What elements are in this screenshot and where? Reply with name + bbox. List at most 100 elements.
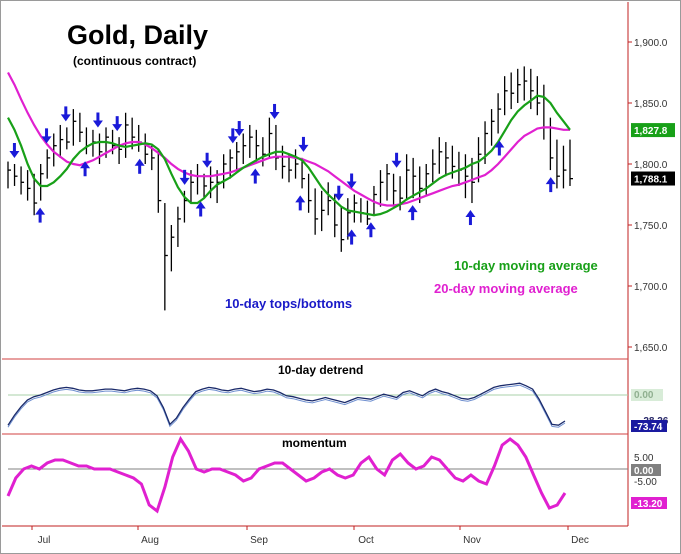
momentum-tag-bg [631,497,667,509]
price-bar [46,149,51,179]
down-arrow-icon [9,143,20,158]
y-tick-label: 1,900.0 [634,38,668,49]
detrend-zero-tag: 0.00 [634,390,654,401]
price-bar [347,198,351,240]
price-bar [517,68,521,103]
price-bar [26,170,31,201]
price-bar [223,154,227,189]
price-bar [275,124,279,171]
detrend-tag: -73.74 [634,422,663,433]
price-bar [20,166,25,195]
price-bar [209,166,214,199]
x-tick-label: Aug [141,535,159,546]
price-bar [262,137,266,167]
price-bar [523,66,528,101]
price-bar [98,133,103,164]
down-arrow-icon [391,152,402,168]
momentum-label: momentum [282,436,347,450]
price-bar [490,109,495,146]
down-arrow-icon [298,136,309,152]
price-bar [405,154,410,201]
price-bar [157,149,162,213]
price-bar [13,164,18,186]
down-arrow-icon [202,152,213,168]
price-bar [151,145,155,171]
price-bar [124,112,129,158]
price-bar [164,203,168,311]
momentum-tick-top: 5.00 [634,453,654,464]
up-arrow-icon [346,229,357,245]
price-bar [340,206,345,252]
up-arrow-icon [365,222,376,238]
x-tick-label: Sep [250,535,268,546]
price-bar [53,133,57,167]
price-bar [301,157,306,189]
price-bar [438,137,443,174]
up-arrow-icon [80,161,91,177]
up-arrow-icon [250,168,261,184]
price-bar [321,190,325,232]
down-arrow-icon [179,169,190,185]
price-bar [353,194,358,223]
detrend-line-secondary [7,384,566,428]
price-bar [504,76,508,116]
price-tags: 1,827.8 1,788.1 [631,123,675,186]
price-bar [288,154,292,183]
price-bar [556,139,560,189]
down-arrow-icon [234,121,245,137]
price-bar [445,142,449,177]
price-bar [170,225,175,272]
down-arrow-icon [60,106,71,122]
detrend-line [7,382,566,426]
svg-text:1,788.1: 1,788.1 [634,175,668,186]
y-tick-label: 1,750.0 [634,221,668,232]
price-bar [327,182,332,216]
price-bar [144,133,149,164]
price-bar [432,149,436,183]
x-tick-label: Dec [571,535,589,546]
y-tick-label: 1,700.0 [634,282,668,293]
y-tick-label: 1,800.0 [634,160,668,171]
tops-bottoms-label: 10-day tops/bottoms [225,296,352,311]
price-bar [229,149,234,179]
down-arrow-icon [346,173,357,189]
down-arrow-icon [41,128,52,144]
price-bar [294,149,299,179]
chart-title: Gold, Daily [67,20,208,50]
y-axis-ticks: 1,900.0 1,850.0 1,800.0 1,750.0 1,700.0 1,650… [628,38,668,354]
y-tick-label: 1,850.0 [634,99,668,110]
y-tick-label: 1,650.0 [634,343,668,354]
price-bar [118,137,123,164]
price-bar [249,124,253,158]
price-bar [569,139,573,186]
up-arrow-icon [494,140,505,156]
down-arrow-icon [112,116,123,132]
price-bar [392,173,397,207]
price-bar [464,154,469,199]
price-bar [307,173,312,213]
price-bar [72,109,77,146]
price-bar [242,133,247,164]
up-arrow-icon [134,158,145,174]
momentum-zero-tag-bg [631,464,661,476]
price-tag: 1,788.1 [631,171,675,186]
price-bar [40,164,44,201]
ma20-line [7,71,570,207]
turning-point-arrows [9,103,556,245]
ma20-label: 20-day moving average [434,281,578,296]
price-bar [203,173,208,199]
price-bar [236,142,240,171]
x-axis-ticks: Jul Aug Sep Oct Nov Dec [31,526,589,546]
momentum-tick-bottom: -5.00 [634,477,657,488]
detrend-zero-tag-bg [631,389,663,401]
down-arrow-icon [227,128,238,144]
price-bar [412,157,417,199]
x-tick-label: Jul [38,535,51,546]
momentum-line [6,435,567,514]
price-bar [510,72,515,110]
price-bar [79,112,83,143]
price-bar [268,117,273,158]
price-bar [177,206,181,247]
